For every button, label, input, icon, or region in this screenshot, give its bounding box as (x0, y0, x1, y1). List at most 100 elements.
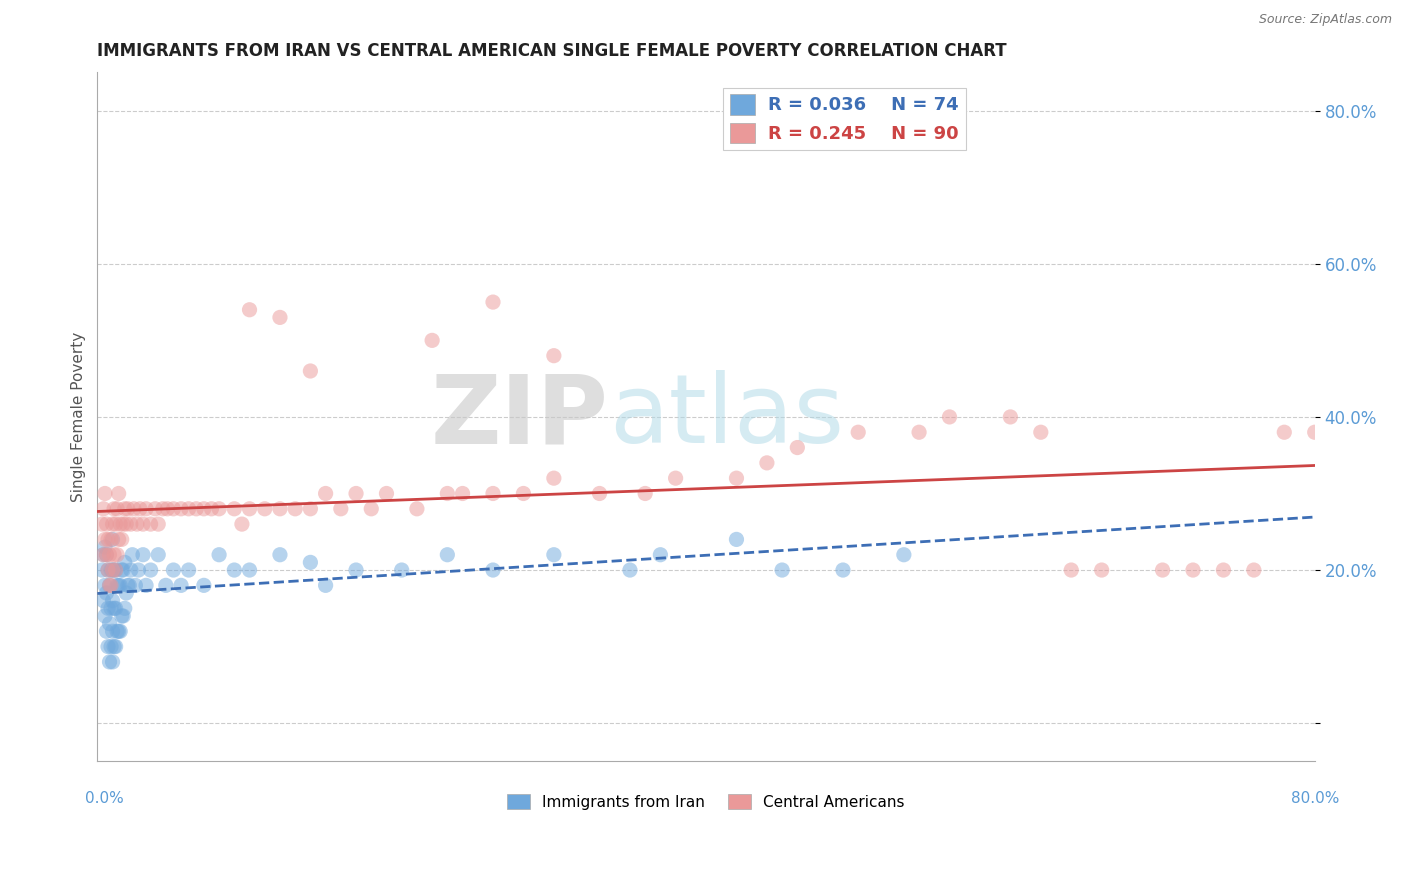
Point (1060, 563, 1083, 577)
Point (101, 593, 124, 607)
Point (101, 655, 124, 669)
Point (96, 586, 118, 600)
Point (634, 486, 657, 500)
Point (98, 578, 121, 592)
Text: ZIP: ZIP (430, 370, 609, 464)
Point (93, 548, 115, 562)
Point (1000, 409, 1022, 424)
Point (156, 501, 179, 516)
Point (238, 501, 260, 516)
Point (114, 601, 136, 615)
Point (105, 578, 128, 592)
Point (100, 640, 122, 654)
Point (97, 601, 120, 615)
Point (193, 578, 215, 592)
Point (238, 563, 260, 577)
Text: atlas: atlas (609, 370, 844, 464)
Point (238, 302, 260, 317)
Point (755, 456, 778, 470)
Point (93, 548, 115, 562)
Point (832, 563, 855, 577)
Point (1181, 563, 1204, 577)
Point (1152, 563, 1174, 577)
Point (107, 624, 129, 639)
Text: 0.0%: 0.0% (86, 791, 124, 805)
Point (284, 501, 307, 516)
Point (105, 501, 128, 516)
Point (103, 640, 125, 654)
Point (893, 548, 915, 562)
Point (108, 624, 131, 639)
Point (152, 501, 174, 516)
Text: Source: ZipAtlas.com: Source: ZipAtlas.com (1258, 13, 1392, 27)
Point (482, 563, 505, 577)
Point (299, 555, 322, 569)
Point (269, 501, 291, 516)
Point (111, 609, 134, 624)
Point (315, 486, 337, 500)
Point (170, 578, 193, 592)
Point (269, 310, 291, 325)
Point (177, 563, 200, 577)
Point (329, 501, 352, 516)
Point (770, 563, 793, 577)
Point (139, 563, 162, 577)
Point (124, 578, 146, 592)
Point (108, 517, 131, 532)
Point (1303, 425, 1326, 440)
Text: 80.0%: 80.0% (1291, 791, 1339, 805)
Point (115, 517, 138, 532)
Point (97, 640, 120, 654)
Point (111, 533, 134, 547)
Point (94, 540, 117, 554)
Point (117, 578, 139, 592)
Point (224, 563, 246, 577)
Point (148, 517, 170, 532)
Point (148, 548, 170, 562)
Point (482, 486, 505, 500)
Point (94, 609, 117, 624)
Point (406, 501, 429, 516)
Point (619, 563, 641, 577)
Point (391, 563, 413, 577)
Point (132, 548, 155, 562)
Point (360, 501, 382, 516)
Point (98, 616, 121, 631)
Point (482, 295, 505, 310)
Point (100, 601, 122, 615)
Point (162, 501, 184, 516)
Point (420, 334, 443, 348)
Point (114, 555, 136, 569)
Point (100, 578, 122, 592)
Point (1212, 563, 1234, 577)
Point (103, 501, 125, 516)
Point (725, 533, 748, 547)
Point (108, 578, 131, 592)
Point (105, 548, 128, 562)
Point (93, 501, 115, 516)
Point (650, 548, 672, 562)
Point (112, 563, 135, 577)
Point (104, 517, 127, 532)
Point (299, 501, 322, 516)
Point (94, 486, 117, 500)
Point (224, 501, 246, 516)
Point (104, 601, 127, 615)
Point (97, 563, 120, 577)
Point (118, 578, 141, 592)
Point (344, 563, 367, 577)
Point (112, 517, 135, 532)
Point (117, 501, 139, 516)
Point (208, 501, 231, 516)
Point (96, 548, 118, 562)
Point (139, 517, 162, 532)
Point (96, 624, 118, 639)
Point (588, 486, 610, 500)
Point (96, 517, 118, 532)
Point (101, 563, 124, 577)
Y-axis label: Single Female Poverty: Single Female Poverty (72, 332, 86, 502)
Point (253, 501, 276, 516)
Point (104, 640, 127, 654)
Point (103, 563, 125, 577)
Point (543, 471, 565, 485)
